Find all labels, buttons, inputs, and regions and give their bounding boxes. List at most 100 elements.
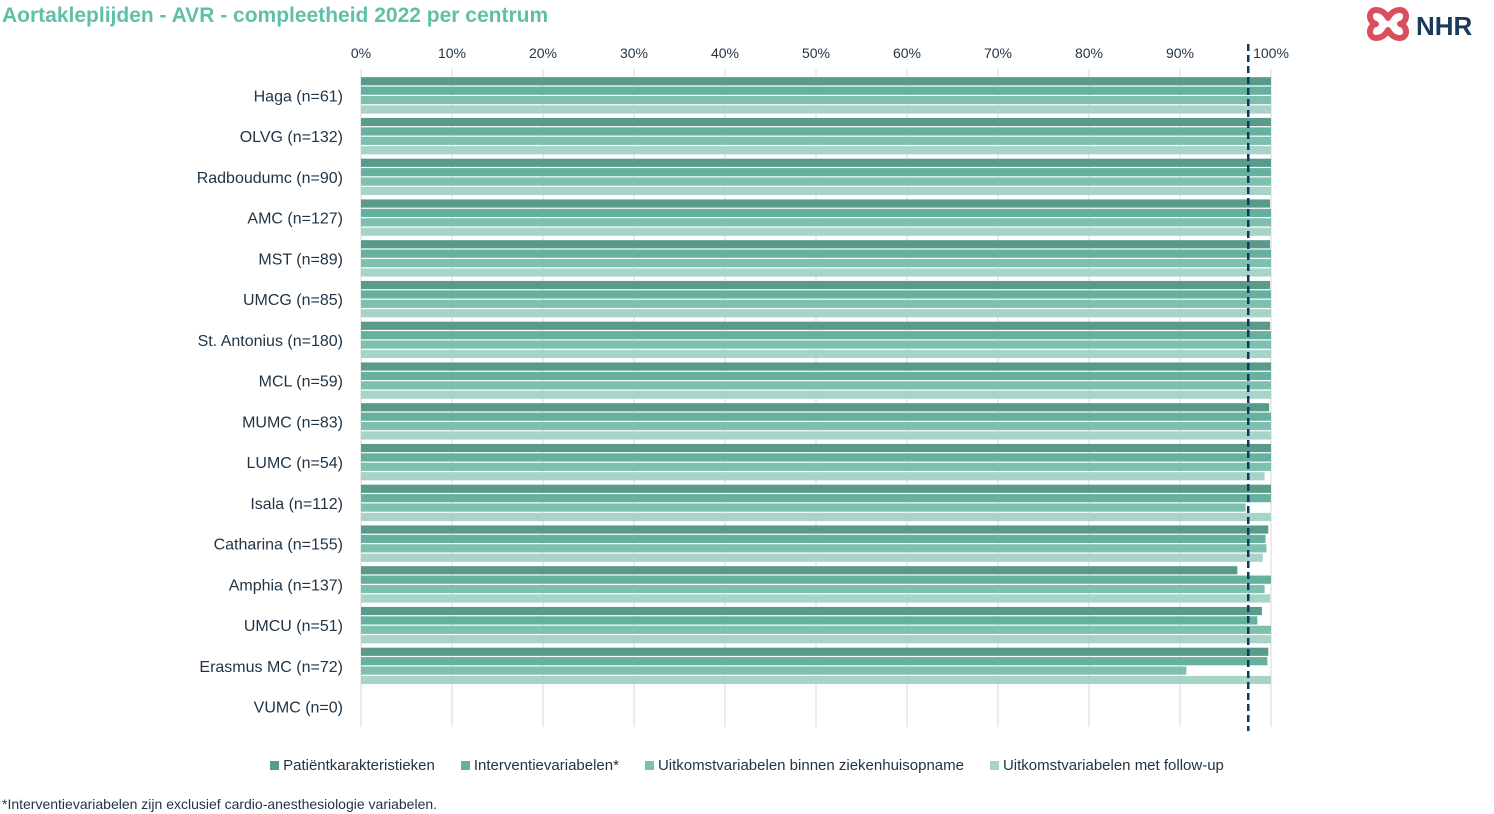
bar: [361, 553, 1263, 562]
y-category-label: OLVG (n=132): [240, 129, 343, 146]
bar: [361, 494, 1271, 503]
bar: [361, 453, 1271, 462]
bar: [361, 299, 1271, 308]
bar: [361, 421, 1271, 431]
bar: [361, 136, 1271, 145]
bar: [361, 95, 1271, 105]
bar: [361, 218, 1271, 227]
footnote: *Interventievariabelen zijn exclusief ca…: [2, 796, 438, 812]
bar: [361, 321, 1271, 330]
legend-item: Uitkomstvariabelen binnen ziekenhuisopna…: [644, 757, 964, 774]
bar: [361, 349, 1271, 359]
bar: [361, 512, 1271, 522]
bar: [361, 462, 1271, 471]
bar: [361, 117, 1271, 127]
bar: [361, 403, 1270, 412]
bar: [361, 616, 1258, 625]
bar: [361, 412, 1271, 421]
bar: [361, 290, 1271, 299]
y-category-label: LUMC (n=54): [247, 455, 343, 472]
bar: [361, 472, 1265, 481]
x-tick-label: 10%: [438, 45, 466, 61]
y-category-label: UMCG (n=85): [243, 292, 343, 309]
bar: [361, 268, 1271, 277]
x-tick-label: 0%: [351, 45, 371, 61]
nhr-logo: NHR: [1367, 7, 1473, 41]
bar: [361, 168, 1271, 177]
bar: [361, 594, 1271, 603]
legend-swatch: [644, 761, 654, 770]
bar: [361, 177, 1271, 186]
y-category-label: VUMC (n=0): [254, 700, 343, 717]
x-tick-label: 20%: [529, 45, 557, 61]
bar: [361, 431, 1271, 440]
y-category-label: Erasmus MC (n=72): [199, 659, 343, 676]
legend-swatch: [989, 761, 999, 770]
x-tick-label: 100%: [1253, 45, 1289, 61]
bar: [361, 484, 1271, 493]
bar: [361, 657, 1268, 666]
bar: [361, 525, 1269, 534]
bar: [361, 146, 1271, 155]
legend-item: Interventievariabelen*: [460, 757, 619, 774]
bar: [361, 371, 1271, 381]
y-category-label: Radboudumc (n=90): [197, 170, 343, 187]
x-tick-label: 70%: [984, 45, 1012, 61]
y-category-label: MST (n=89): [258, 251, 343, 268]
bar: [361, 625, 1271, 634]
legend-swatch: [460, 761, 470, 770]
y-category-label: MCL (n=59): [259, 374, 343, 391]
legend-label: Uitkomstvariabelen binnen ziekenhuisopna…: [657, 757, 964, 774]
legend-swatch: [270, 761, 280, 770]
y-category-label: Isala (n=112): [250, 496, 343, 513]
x-tick-label: 50%: [802, 45, 830, 61]
bar: [361, 635, 1271, 644]
y-category-label: Amphia (n=137): [229, 577, 343, 594]
legend-item: Uitkomstvariabelen met follow-up: [989, 757, 1224, 774]
y-category-label: UMCU (n=51): [244, 618, 343, 635]
bar: [361, 280, 1271, 290]
bar: [361, 208, 1271, 218]
bar: [361, 575, 1271, 584]
bar: [361, 331, 1271, 340]
bar: [361, 105, 1271, 114]
bar: [361, 227, 1271, 236]
bar: [361, 566, 1238, 575]
x-tick-label: 80%: [1075, 45, 1103, 61]
bar: [361, 158, 1271, 167]
y-category-label: MUMC (n=83): [242, 414, 343, 431]
chart-title: Aortakleplijden - AVR - compleetheid 202…: [2, 4, 549, 27]
y-category-label: St. Antonius (n=180): [198, 333, 343, 350]
y-category-label: Haga (n=61): [254, 88, 343, 105]
bar: [361, 249, 1271, 258]
x-tick-label: 40%: [711, 45, 739, 61]
bar: [361, 390, 1271, 399]
logo-text: NHR: [1416, 11, 1473, 41]
bar: [361, 127, 1271, 136]
legend-item: Patiëntkarakteristieken: [270, 757, 435, 774]
y-category-label: AMC (n=127): [247, 211, 343, 228]
bar: [361, 584, 1265, 594]
bar: [361, 340, 1271, 349]
bar: [361, 381, 1271, 390]
bar: [361, 534, 1266, 544]
bar: [361, 362, 1271, 371]
bar: [361, 186, 1271, 196]
bar: [361, 86, 1271, 95]
x-tick-label: 90%: [1166, 45, 1194, 61]
x-tick-label: 30%: [620, 45, 648, 61]
bar: [361, 258, 1271, 268]
x-tick-label: 60%: [893, 45, 921, 61]
chart-legend: Patiëntkarakteristieken Interventievariab…: [0, 757, 1494, 774]
bar: [361, 443, 1271, 453]
bar: [361, 666, 1187, 675]
legend-label: Uitkomstvariabelen met follow-up: [1002, 757, 1224, 774]
bar: [361, 309, 1271, 318]
bar: [361, 199, 1271, 208]
legend-label: Patiëntkarakteristieken: [283, 757, 435, 774]
bar: [361, 240, 1271, 249]
bar: [361, 606, 1262, 616]
legend-label: Interventievariabelen*: [473, 757, 619, 774]
bar: [361, 647, 1269, 656]
